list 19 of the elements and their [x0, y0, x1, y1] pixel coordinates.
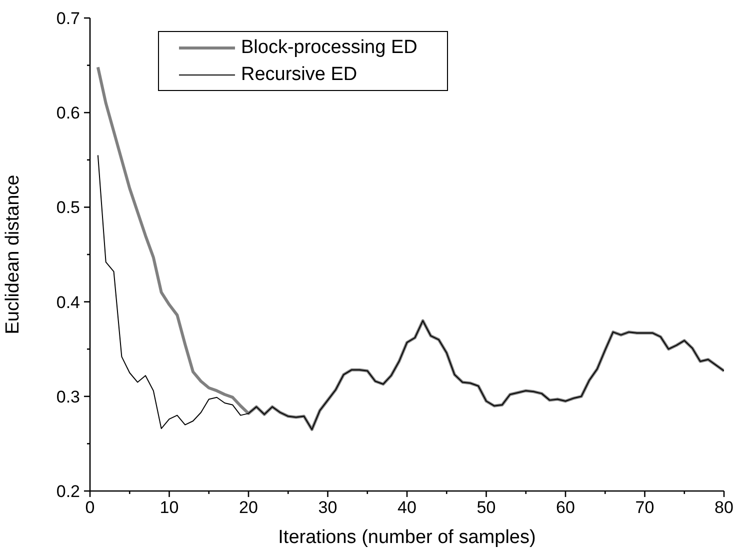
- x-tick-label: 80: [714, 498, 734, 517]
- legend-label: Recursive ED: [241, 64, 358, 86]
- y-tick-label: 0.3: [56, 387, 80, 406]
- x-tick-label: 20: [239, 498, 258, 517]
- legend-label: Block-processing ED: [241, 36, 418, 58]
- y-axis-title: Euclidean distance: [2, 174, 24, 334]
- x-tick-label: 50: [476, 498, 496, 517]
- x-tick-label: 60: [556, 498, 575, 517]
- x-axis-title: Iterations (number of samples): [278, 527, 536, 548]
- x-tick-label: 10: [160, 498, 179, 517]
- x-tick-label: 0: [85, 498, 95, 517]
- y-tick-label: 0.5: [56, 198, 80, 218]
- x-tick-label: 30: [318, 498, 338, 517]
- y-tick-label: 0.7: [56, 9, 80, 28]
- x-tick-label: 70: [635, 498, 654, 517]
- y-tick-label: 0.4: [56, 292, 80, 312]
- x-tick-label: 40: [398, 498, 416, 517]
- y-tick-label: 0.6: [56, 104, 80, 123]
- y-tick-label: 0.2: [56, 482, 80, 501]
